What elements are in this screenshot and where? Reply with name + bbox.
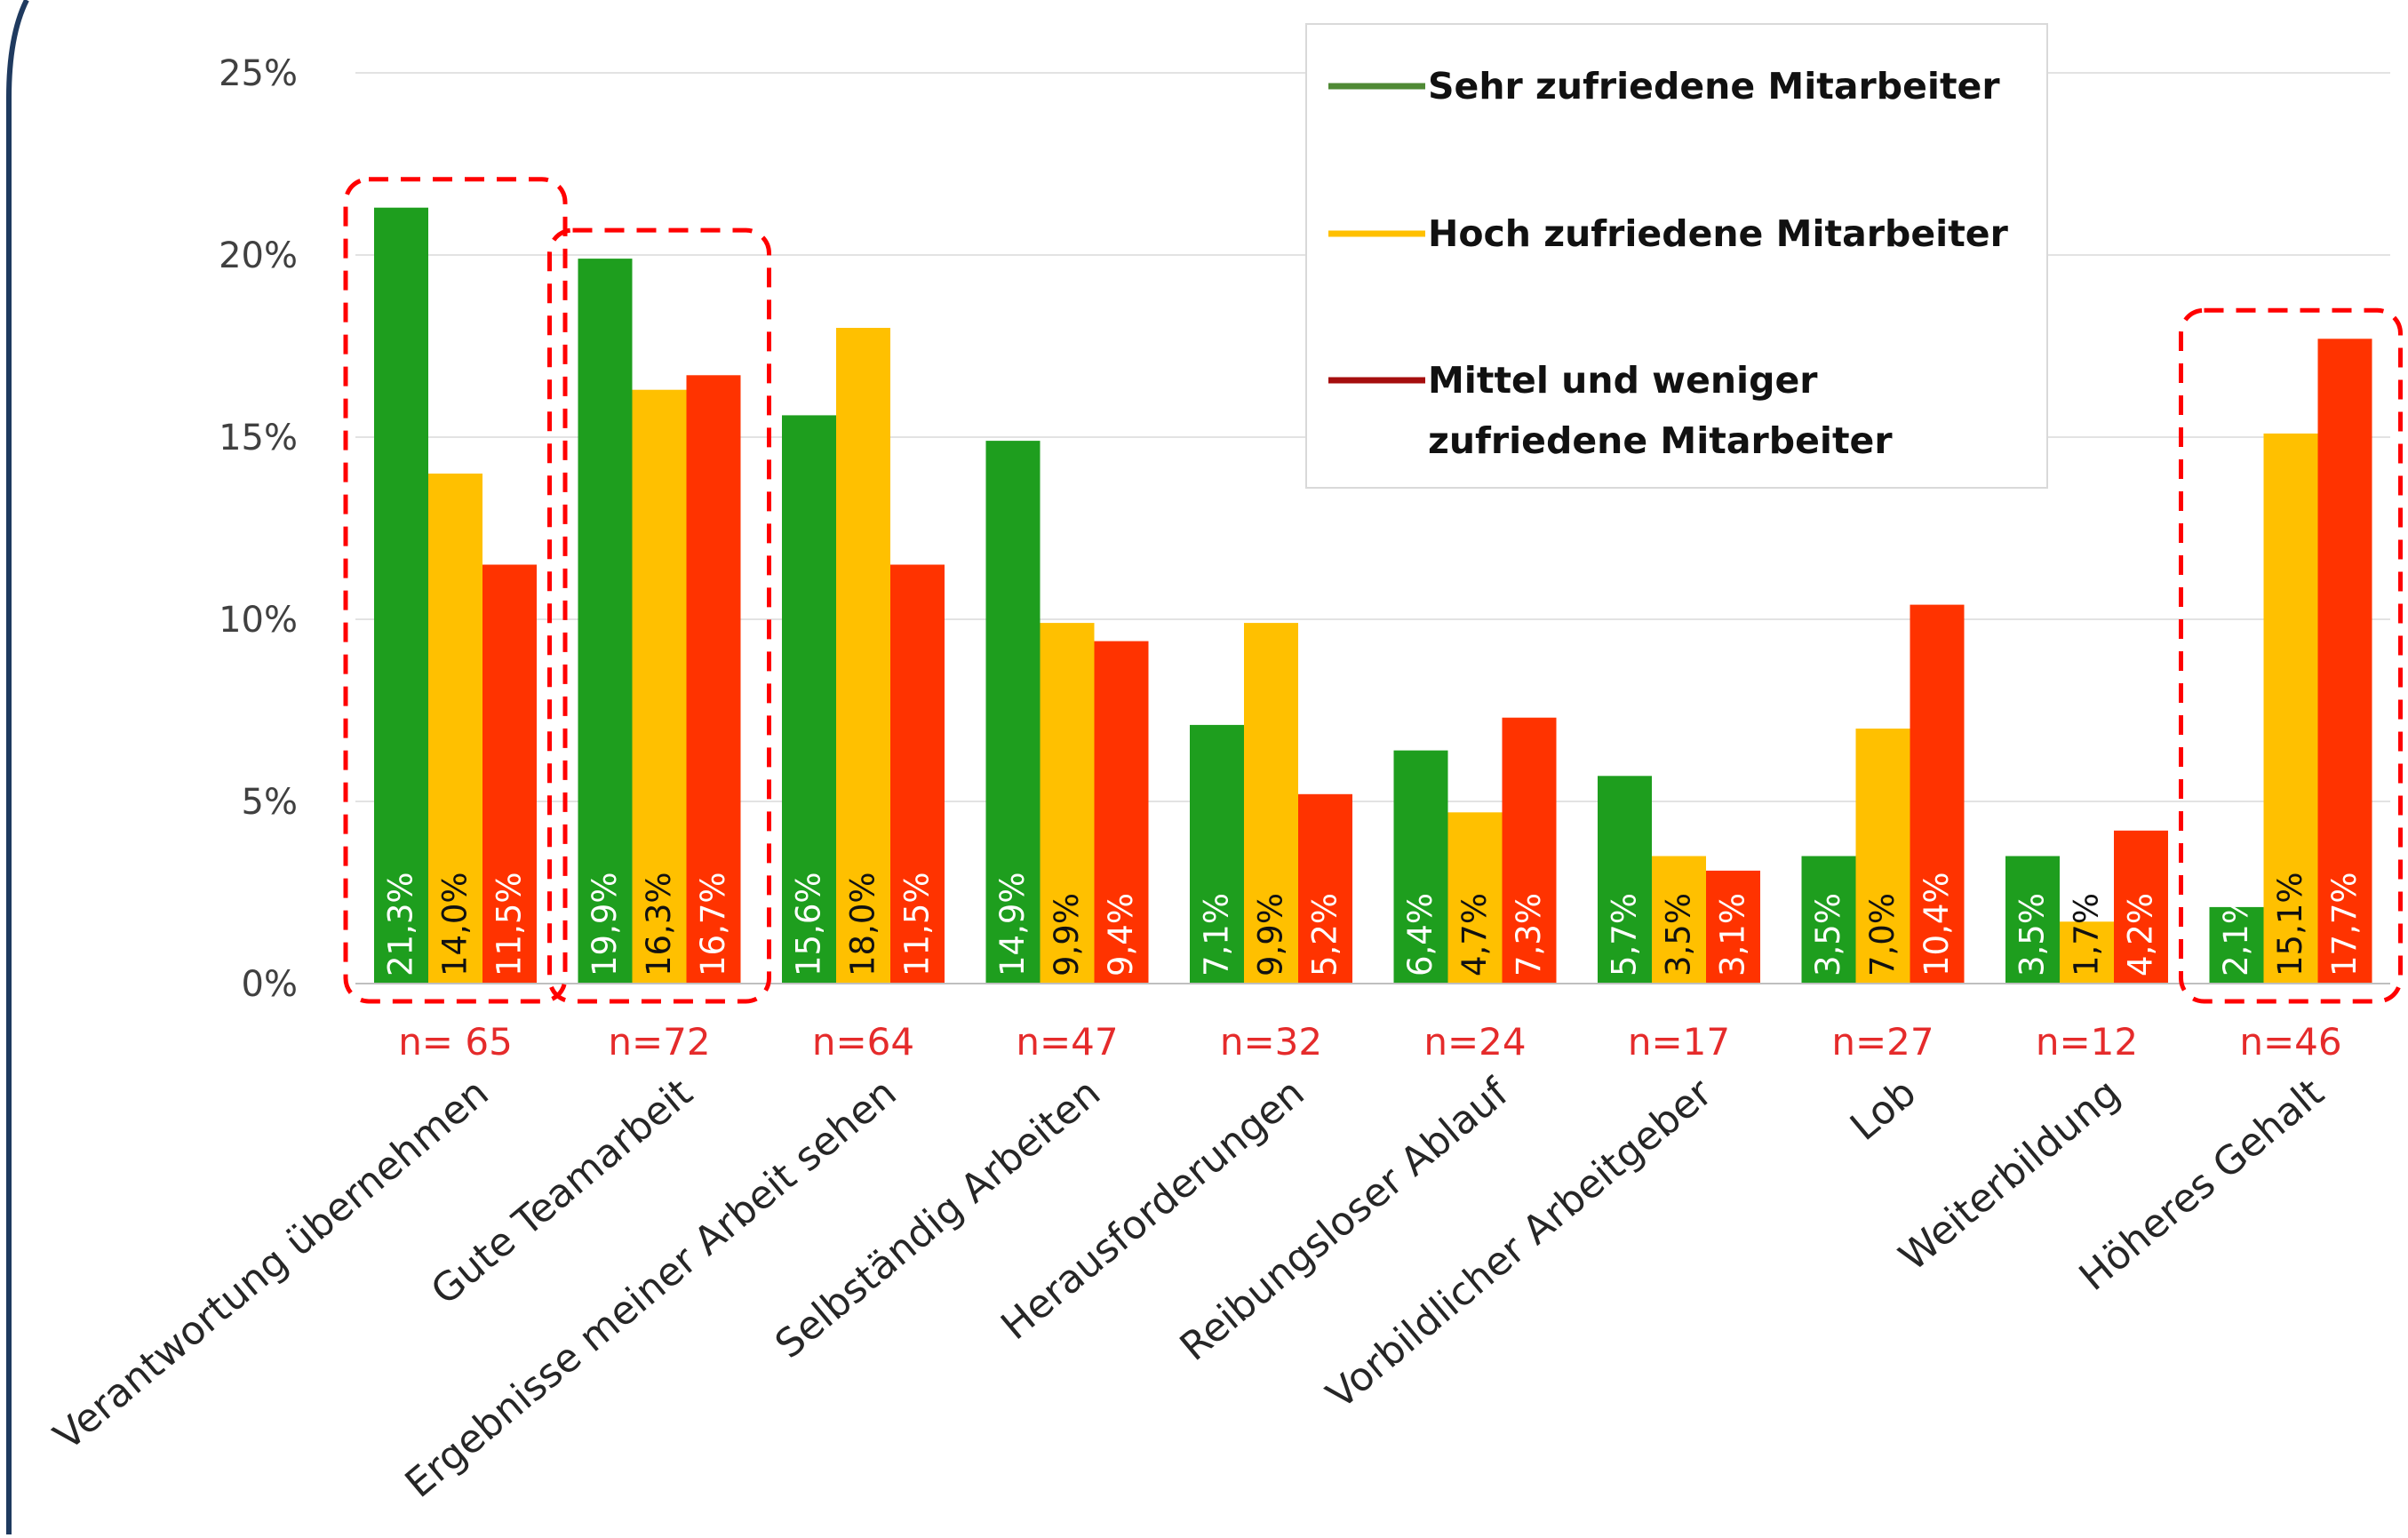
- bar-value-label: 15,6%: [790, 872, 828, 976]
- legend-box: [1305, 23, 2048, 489]
- bar: [482, 564, 537, 984]
- bar: [1910, 604, 1965, 984]
- n-count-label: n= 65: [398, 1020, 513, 1064]
- bar: [1706, 870, 1760, 984]
- x-category-label: Lob: [1842, 1070, 1925, 1150]
- bar: [2060, 921, 2114, 984]
- bar: [836, 328, 890, 984]
- bar-value-label: 9,9%: [1252, 893, 1290, 976]
- bar-value-label: 3,5%: [1660, 893, 1698, 976]
- bar-value-label: 16,3%: [640, 872, 678, 976]
- bar: [2114, 830, 2168, 984]
- bar: [1502, 717, 1557, 984]
- bar-value-label: 18,0%: [844, 872, 882, 976]
- bar: [2263, 433, 2318, 984]
- bar-value-label: 11,5%: [898, 872, 937, 976]
- bar-value-label: 7,3%: [1510, 893, 1548, 976]
- bar-value-label: 21,3%: [382, 872, 420, 976]
- bar: [578, 259, 633, 984]
- bar: [1040, 623, 1095, 984]
- bar-value-label: 17,7%: [2325, 872, 2364, 976]
- highlight-box: [343, 177, 568, 1004]
- y-tick-label: 25%: [219, 53, 298, 94]
- bar-value-label: 15,1%: [2271, 872, 2309, 976]
- x-category-label: Reibungsloser Ablauf: [1172, 1069, 1519, 1369]
- bar: [1855, 729, 1910, 984]
- bar: [632, 389, 687, 984]
- bar-value-label: 6,4%: [1401, 893, 1439, 976]
- bar: [2005, 856, 2060, 984]
- bar-value-label: 5,7%: [1606, 893, 1644, 976]
- n-count-label: n=24: [1423, 1020, 1526, 1064]
- n-count-label: n=12: [2036, 1020, 2138, 1064]
- bar: [1598, 776, 1652, 984]
- x-category-label: Selbständig Arbeiten: [767, 1070, 1109, 1367]
- legend-label: Mittel und weniger: [1428, 359, 1818, 402]
- bar-value-label: 9,9%: [1048, 893, 1086, 976]
- n-count-label: n=72: [608, 1020, 710, 1064]
- bar: [1190, 724, 1244, 984]
- n-count-label: n=27: [1831, 1020, 1934, 1064]
- bar-value-label: 11,5%: [490, 872, 529, 976]
- bar: [1447, 812, 1503, 984]
- bar-value-label: 4,2%: [2122, 893, 2160, 976]
- y-tick-label: 0%: [242, 964, 298, 1005]
- n-count-label: n=17: [1628, 1020, 1730, 1064]
- y-tick-label: 10%: [219, 600, 298, 641]
- n-count-label: n=32: [1220, 1020, 1322, 1064]
- legend-label: Hoch zufriedene Mitarbeiter: [1428, 212, 2009, 255]
- bar: [1244, 623, 1298, 984]
- highlight-box: [547, 227, 771, 1004]
- legend-label: Sehr zufriedene Mitarbeiter: [1428, 65, 2000, 108]
- bar-value-label: 7,1%: [1198, 893, 1236, 976]
- bar-value-label: 19,9%: [586, 872, 624, 976]
- y-tick-label: 20%: [219, 235, 298, 276]
- bar-value-label: 3,1%: [1714, 893, 1752, 976]
- bar: [1652, 856, 1706, 984]
- x-category-label: Verantwortung übernehmen: [45, 1070, 497, 1459]
- bar-value-label: 3,5%: [2013, 893, 2052, 976]
- highlight-box: [2179, 307, 2403, 1004]
- bar-value-label: 7,0%: [1863, 893, 1902, 976]
- frame-left-border: [6, 0, 29, 1534]
- bar-value-label: 3,5%: [1809, 893, 1847, 976]
- bar-value-label: 10,4%: [1918, 872, 1956, 976]
- bar: [782, 415, 836, 984]
- n-count-label: n=46: [2239, 1020, 2341, 1064]
- bar: [1393, 750, 1448, 984]
- bar: [1298, 793, 1352, 984]
- y-tick-label: 5%: [242, 782, 298, 823]
- bar: [985, 441, 1041, 984]
- bar-value-label: 4,7%: [1455, 893, 1494, 976]
- bar-value-label: 14,0%: [436, 872, 474, 976]
- n-count-label: n=47: [1016, 1020, 1118, 1064]
- bar-value-label: 5,2%: [1306, 893, 1344, 976]
- x-category-label: Vorbildlicher Arbeitgeber: [1319, 1070, 1722, 1418]
- bar-value-label: 2,1%: [2217, 893, 2255, 976]
- bar: [1094, 641, 1149, 984]
- bar-value-label: 1,7%: [2068, 893, 2106, 976]
- bar: [428, 474, 482, 984]
- bar: [890, 564, 945, 984]
- n-count-label: n=64: [812, 1020, 914, 1064]
- legend-label: zufriedene Mitarbeiter: [1428, 419, 1893, 462]
- bar: [1801, 856, 1856, 984]
- bar-value-label: 9,4%: [1102, 893, 1140, 976]
- bar-value-label: 14,9%: [993, 872, 1032, 976]
- bar-value-label: 16,7%: [694, 872, 732, 976]
- bar: [2317, 339, 2372, 984]
- bar: [2209, 906, 2264, 984]
- bar: [686, 375, 741, 984]
- y-tick-label: 15%: [219, 418, 298, 458]
- bar: [374, 207, 428, 984]
